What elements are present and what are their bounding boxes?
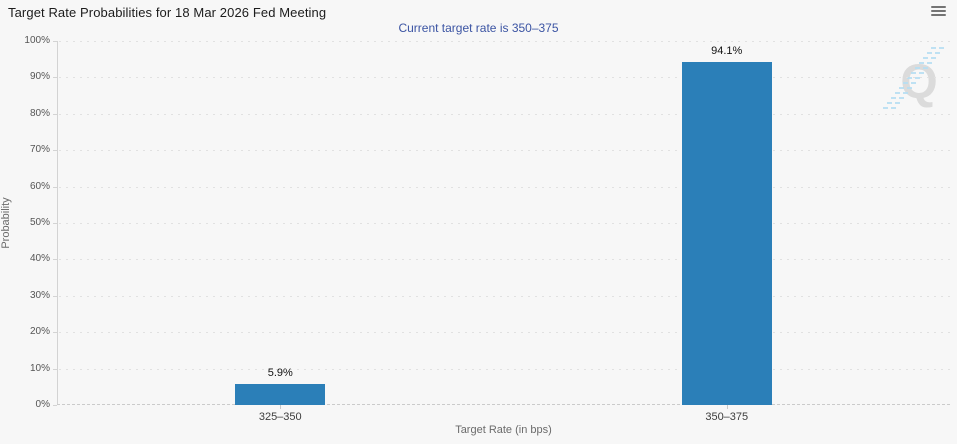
gridline	[59, 259, 950, 261]
y-axis-line	[57, 41, 58, 405]
y-tick-label: 0%	[35, 399, 50, 410]
y-tick-mark	[53, 405, 57, 406]
y-tick-label: 30%	[29, 289, 50, 301]
y-tick-label: 60%	[29, 180, 50, 192]
gridline	[59, 77, 950, 79]
x-axis-line	[57, 404, 950, 405]
y-tick-label: 80%	[29, 107, 50, 119]
y-tick-mark	[53, 113, 57, 115]
plot-area: Q 5.9% 325–350 94.1% 350–375	[57, 41, 950, 423]
y-tick-label: 50%	[29, 217, 50, 228]
hamburger-menu-icon	[931, 6, 946, 16]
y-axis-title: Probability	[0, 197, 12, 249]
quikstrike-watermark-icon: Q	[883, 47, 945, 109]
y-tick-label: 90%	[29, 71, 50, 83]
gridline	[59, 150, 950, 152]
gridline	[59, 41, 950, 42]
y-tick-mark	[53, 77, 57, 79]
gridline	[59, 223, 950, 224]
y-tick-label: 20%	[29, 326, 50, 338]
y-tick-mark	[53, 332, 57, 334]
gridline	[59, 368, 950, 370]
x-tick-mark	[280, 405, 282, 409]
gridline	[59, 113, 950, 115]
y-tick-mark	[53, 41, 57, 42]
y-axis: 0% 10% 20% 30% 40% 50% 60% 70% 80% 90% 100%	[0, 35, 57, 410]
y-tick-label: 70%	[29, 144, 50, 156]
x-tick-label: 325–350	[258, 411, 302, 423]
y-tick-mark	[53, 186, 57, 188]
x-tick-mark	[726, 405, 728, 409]
y-tick-label: 10%	[29, 362, 50, 374]
y-tick-mark	[53, 368, 57, 370]
y-tick-mark	[53, 150, 57, 152]
gridline	[59, 295, 950, 297]
bar[interactable]	[235, 383, 326, 405]
bar-value-label: 94.1%	[711, 45, 743, 58]
x-axis-title: Target Rate (in bps)	[455, 424, 552, 436]
chart-title: Target Rate Probabilities for 18 Mar 202…	[8, 5, 327, 20]
y-tick-mark	[53, 295, 57, 297]
y-tick-mark	[53, 259, 57, 261]
chart-subtitle: Current target rate is 350–375	[398, 21, 559, 35]
gridline	[59, 332, 950, 334]
bar-value-label: 5.9%	[267, 366, 293, 379]
watermark-stripes	[883, 47, 945, 109]
bar[interactable]	[681, 62, 772, 405]
y-tick-label: 40%	[29, 253, 50, 265]
gridline	[59, 186, 950, 188]
y-tick-label: 100%	[24, 35, 50, 46]
menu-button[interactable]	[931, 6, 946, 18]
x-tick-label: 350–375	[705, 411, 749, 423]
y-tick-mark	[53, 223, 57, 224]
